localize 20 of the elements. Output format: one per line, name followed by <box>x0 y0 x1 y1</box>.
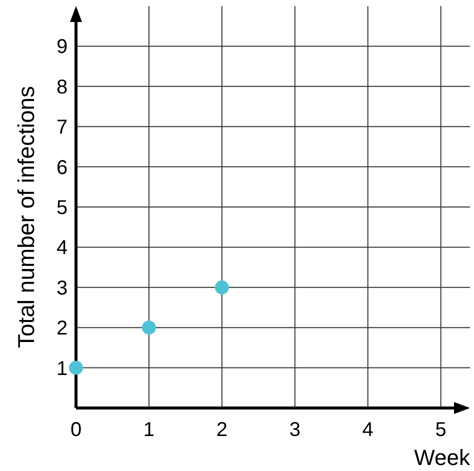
y-tick-label: 8 <box>56 76 68 98</box>
x-tick-label: 4 <box>362 419 374 441</box>
y-tick-label: 7 <box>56 116 68 139</box>
x-tick-label: 0 <box>70 419 82 441</box>
x-tick-label: 1 <box>143 419 155 441</box>
y-tick-label: 3 <box>56 277 68 300</box>
y-tick-label: 9 <box>56 36 68 58</box>
y-tick-label: 6 <box>56 156 68 179</box>
x-tick-label: 3 <box>289 419 300 441</box>
y-tick-label: 2 <box>56 318 68 340</box>
x-axis-title: Week <box>414 445 471 470</box>
y-tick-label: 1 <box>56 358 68 380</box>
x-tick-label: 5 <box>435 419 446 441</box>
point <box>142 320 156 335</box>
y-tick-label: 5 <box>56 197 68 219</box>
y-axis-title: Total number of infections <box>13 86 39 348</box>
point <box>69 360 83 375</box>
x-tick-label: 2 <box>216 419 228 441</box>
point <box>214 280 229 294</box>
y-tick-label: 4 <box>56 237 68 260</box>
